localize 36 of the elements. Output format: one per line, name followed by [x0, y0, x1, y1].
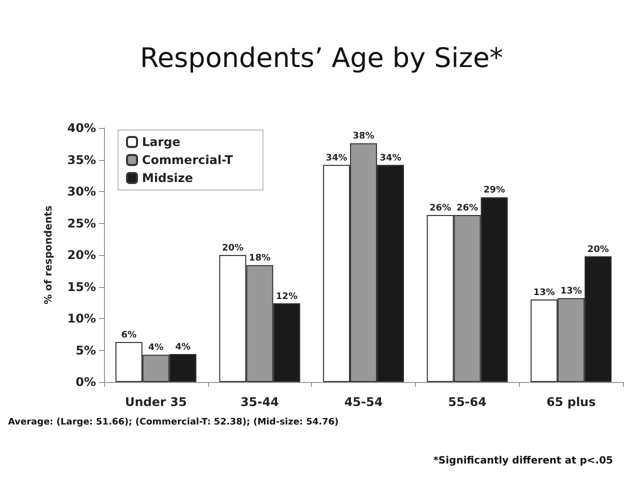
y-tick-label: 20% [67, 248, 96, 262]
y-tick-label: 0% [76, 375, 96, 389]
y-axis-title: % of respondents [44, 206, 54, 304]
y-tick-label: 25% [67, 216, 96, 230]
y-tick-label: 35% [67, 152, 96, 167]
text: Average: (Large: 51.66); (Commercial-T: 52.38); (Mid-size: 54.76) [8, 418, 339, 428]
data-label: 38% [352, 132, 374, 142]
data-label: 4% [175, 342, 191, 353]
data-label: 20% [587, 244, 609, 255]
y-tick-label: 40% [67, 121, 96, 135]
data-label: 13% [560, 286, 582, 297]
data-label: 34% [380, 153, 402, 164]
x-tick-label: 35-44 [240, 395, 279, 409]
chart-title: Respondents’ Age by Size* [140, 43, 504, 74]
y-tick-label: 5% [76, 343, 96, 358]
legend-label: Large [142, 135, 180, 149]
data-label: 20% [222, 244, 244, 254]
x-tick-label: 55-64 [448, 395, 486, 409]
data-label: 26% [456, 203, 478, 214]
legend-label: Commercial-T [142, 153, 234, 167]
data-label: 6% [121, 330, 137, 340]
data-label: 4% [148, 343, 164, 354]
y-tick-label: 10% [67, 312, 96, 326]
data-label: 29% [484, 186, 506, 196]
text: *Significantly different at p<.05 [433, 456, 614, 466]
y-tick-label: 30% [67, 184, 96, 198]
data-label: 26% [430, 203, 452, 214]
data-label: 34% [326, 153, 348, 164]
x-tick-label: 45-54 [344, 395, 383, 409]
legend-label: Midsize [142, 171, 194, 185]
data-label: 18% [248, 254, 270, 264]
x-tick-label: 65 plus [546, 395, 596, 409]
data-label: 13% [533, 288, 555, 298]
x-tick-label: Under 35 [124, 395, 187, 409]
y-tick-label: 15% [67, 280, 96, 294]
data-label: 12% [276, 292, 298, 302]
